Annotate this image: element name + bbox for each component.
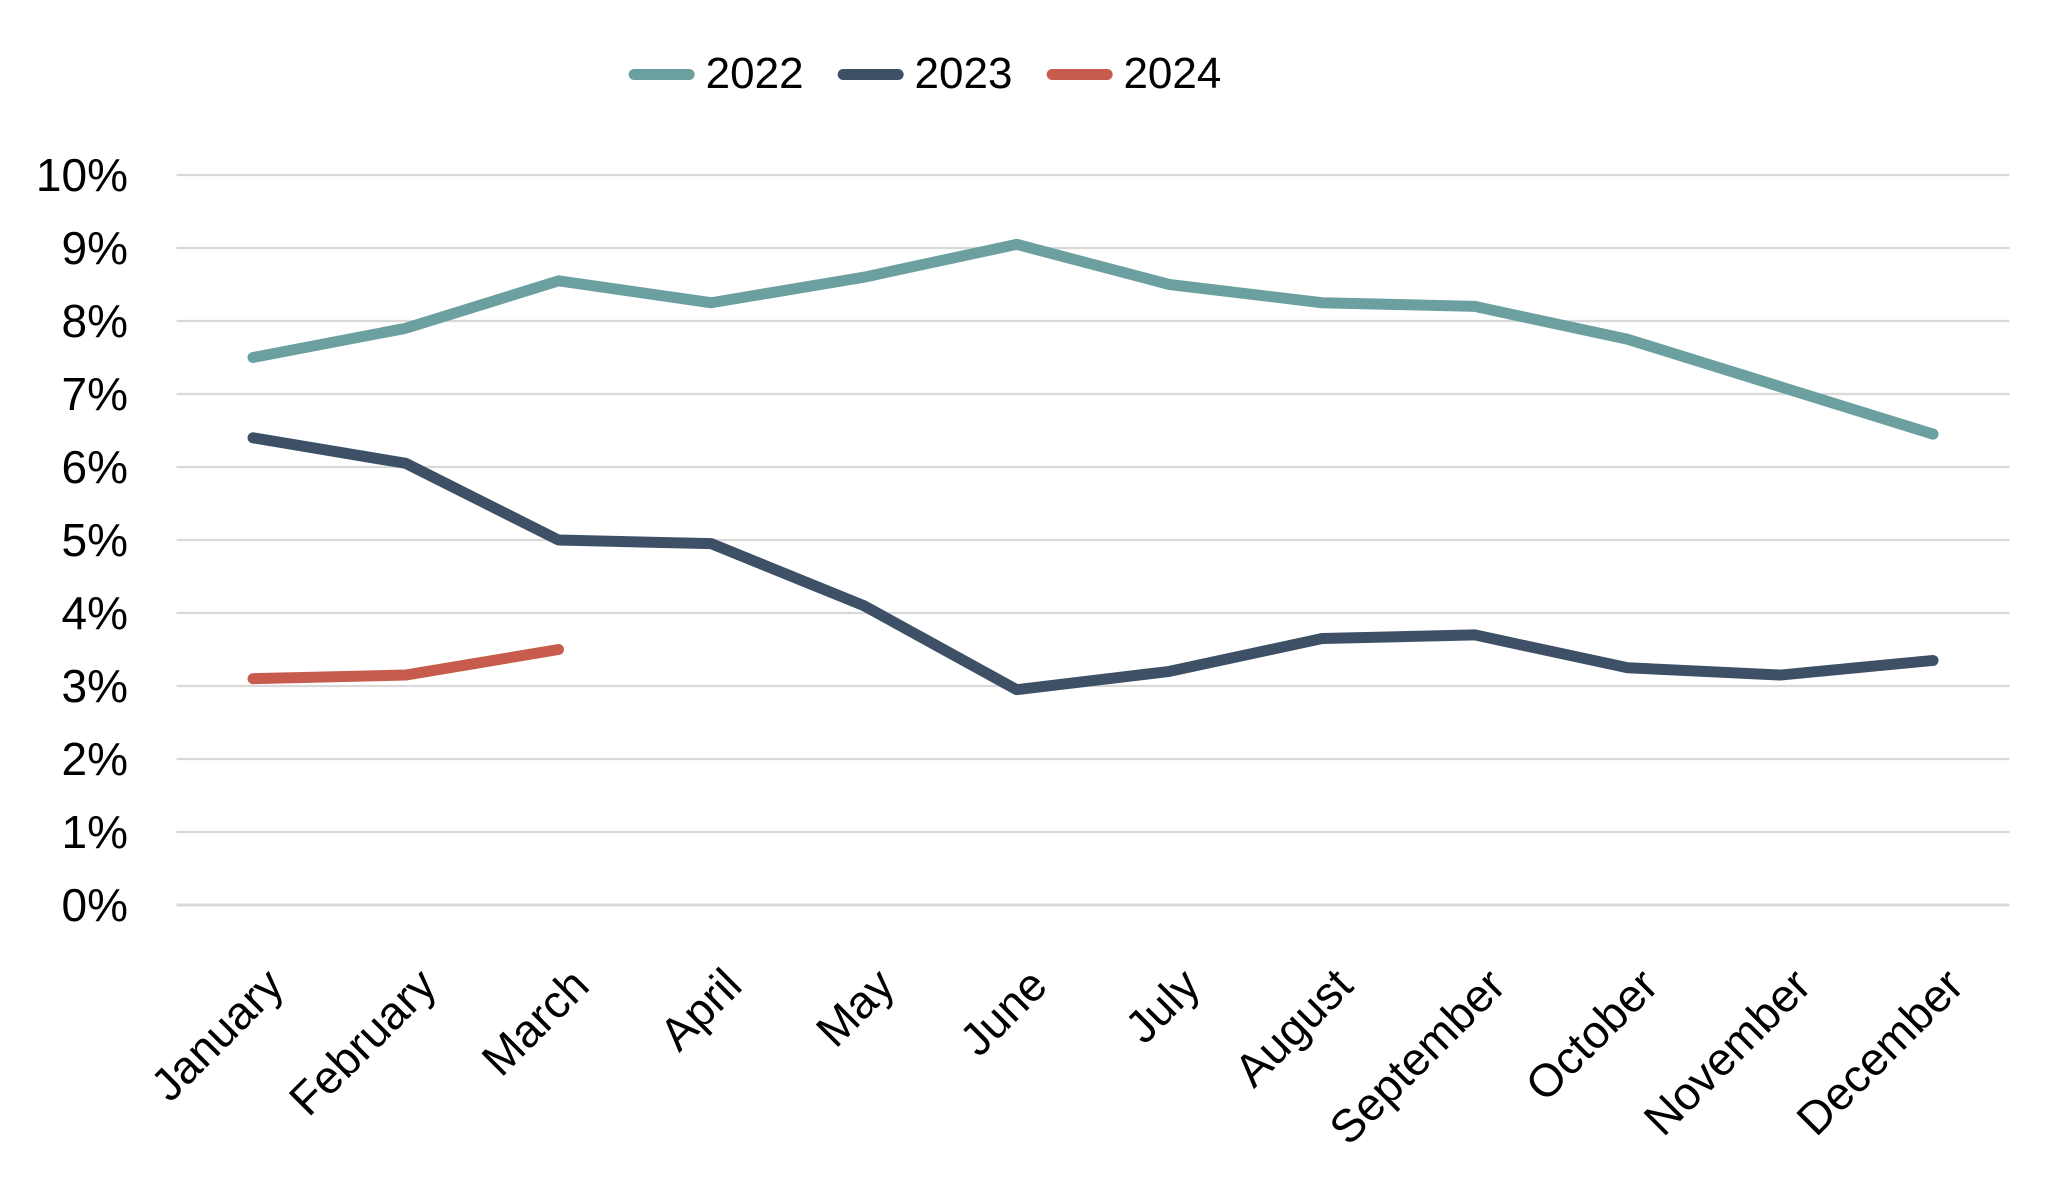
y-tick-label: 8%	[62, 295, 128, 347]
y-axis-labels: 0% 1% 2% 3% 4% 5% 6% 7% 8% 9% 10%	[36, 149, 128, 931]
y-tick-label: 0%	[62, 879, 128, 931]
legend-swatch-2024	[1046, 68, 1113, 80]
chart-legend: 2022 2023 2024	[628, 49, 1221, 98]
legend-swatch-2023	[837, 68, 904, 80]
series-line-2023	[247, 432, 1939, 696]
legend-item-2023: 2023	[837, 49, 1013, 98]
x-tick-label-june: June	[949, 958, 1056, 1065]
gridlines	[176, 173, 2010, 907]
legend-label: 2024	[1123, 49, 1222, 98]
legend-label: 2022	[705, 49, 804, 98]
x-tick-label-december: December	[1786, 958, 1973, 1145]
series-line-2024	[247, 644, 564, 685]
x-tick-label-october: October	[1515, 958, 1667, 1110]
y-tick-label: 1%	[62, 806, 128, 858]
x-tick-label-february: February	[279, 958, 446, 1125]
series-line-2022	[247, 238, 1939, 440]
y-tick-label: 5%	[62, 514, 128, 566]
legend-label: 2023	[914, 49, 1013, 98]
y-tick-label: 10%	[36, 149, 128, 201]
x-tick-label-march: March	[471, 958, 598, 1085]
x-tick-label-january: January	[141, 958, 293, 1110]
x-tick-label-august: August	[1224, 958, 1362, 1096]
legend-item-2022: 2022	[628, 49, 804, 98]
x-tick-label-april: April	[649, 958, 751, 1060]
x-tick-label-november: November	[1634, 958, 1821, 1145]
x-tick-label-july: July	[1115, 958, 1210, 1053]
y-tick-label: 4%	[62, 587, 128, 639]
y-tick-label: 3%	[62, 660, 128, 712]
y-tick-label: 2%	[62, 733, 128, 785]
y-tick-label: 6%	[62, 441, 128, 493]
legend-swatch-2022	[628, 68, 695, 80]
x-tick-label-may: May	[806, 958, 904, 1056]
series-lines	[247, 238, 1939, 696]
y-tick-label: 9%	[62, 222, 128, 274]
legend-item-2024: 2024	[1046, 52, 1221, 96]
y-tick-label: 7%	[62, 368, 128, 420]
